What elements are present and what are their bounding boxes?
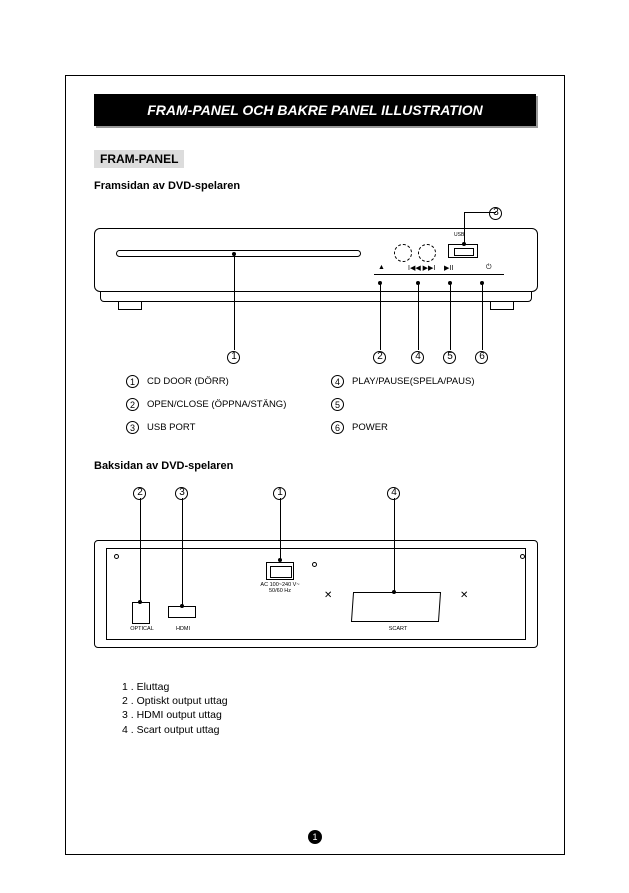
- subhead-rear: Baksidan av DVD-spelaren: [94, 460, 564, 472]
- callout-line: [394, 498, 395, 592]
- ac-label: AC 100~240 V~ 50/60 Hz: [254, 582, 306, 594]
- callout-number: 1: [273, 486, 287, 500]
- callout-dot: [448, 281, 452, 285]
- callout-number: 2: [133, 486, 147, 500]
- legend-row: 3 USB PORT: [126, 421, 331, 434]
- screw-icon: [520, 554, 525, 559]
- legend-text: USB PORT: [147, 422, 195, 433]
- play-pause-icon: ▶II: [444, 264, 453, 272]
- rear-list-item: 1 . Eluttag: [122, 680, 564, 694]
- rear-list-item: 3 . HDMI output uttag: [122, 708, 564, 722]
- page-title: FRAM-PANEL OCH BAKRE PANEL ILLUSTRATION: [94, 94, 536, 126]
- cross-mark-icon: ✕: [460, 590, 468, 601]
- screw-icon: [114, 554, 119, 559]
- scart-port: [351, 592, 441, 622]
- cross-mark-icon: ✕: [324, 590, 332, 601]
- callout-number: 3: [175, 486, 189, 500]
- callout-dot: [462, 242, 466, 246]
- optical-port: [132, 602, 150, 624]
- callout-line: [234, 254, 235, 350]
- legend-number: 4: [331, 375, 344, 388]
- display-circle: [394, 244, 412, 262]
- callout-line: [482, 283, 483, 350]
- usb-port: [448, 244, 478, 258]
- hdmi-label: HDMI: [170, 626, 196, 632]
- legend-number: 6: [331, 421, 344, 434]
- prev-next-icon: I◀◀ ▶▶I: [408, 264, 435, 272]
- rear-list-item: 2 . Optiskt output uttag: [122, 694, 564, 708]
- legend-row: 1 CD DOOR (DÖRR): [126, 375, 331, 388]
- callout-dot: [480, 281, 484, 285]
- callout-line: [418, 283, 419, 350]
- callout-dot: [180, 604, 184, 608]
- page-number: 1: [308, 830, 322, 844]
- legend-number: 5: [331, 398, 344, 411]
- callout-dot: [138, 600, 142, 604]
- usb-label: USB: [454, 232, 464, 238]
- callout-number: 3: [489, 206, 503, 220]
- callout-number: 2: [373, 350, 387, 364]
- section-label-front: FRAM-PANEL: [94, 150, 184, 168]
- legend-text: CD DOOR (DÖRR): [147, 376, 229, 387]
- optical-label: OPTICAL: [128, 626, 156, 632]
- legend-number: 1: [126, 375, 139, 388]
- callout-line: [464, 212, 496, 213]
- device-foot: [118, 302, 142, 310]
- legend-row: 2 OPEN/CLOSE (ÖPPNA/STÄNG): [126, 398, 331, 411]
- ac-port: [266, 562, 294, 580]
- callout-number: 4: [411, 350, 425, 364]
- legend-text: POWER: [352, 422, 388, 433]
- callout-line: [182, 498, 183, 606]
- callout-dot: [232, 252, 236, 256]
- power-icon: ⏻: [486, 264, 492, 272]
- usb-port-inner: [454, 248, 474, 256]
- callout-line: [280, 498, 281, 560]
- callout-line: [380, 283, 381, 350]
- legend-row: 4 PLAY/PAUSE(SPELA/PAUS): [331, 375, 536, 388]
- legend-row: 6 POWER: [331, 421, 536, 434]
- legend-number: 2: [126, 398, 139, 411]
- callout-dot: [278, 558, 282, 562]
- callout-line: [464, 212, 465, 244]
- ac-port-inner: [270, 566, 292, 578]
- legend-number: 3: [126, 421, 139, 434]
- subhead-front: Framsidan av DVD-spelaren: [94, 180, 564, 192]
- callout-number: 6: [475, 350, 489, 364]
- rear-list-item: 4 . Scart output uttag: [122, 723, 564, 737]
- front-panel-diagram: USB ▲ I◀◀ ▶▶I ▶II ⏻ 1 2 3 4 5 6: [94, 200, 536, 375]
- legend-text: PLAY/PAUSE(SPELA/PAUS): [352, 376, 475, 387]
- callout-number: 1: [227, 350, 241, 364]
- front-legend: 1 CD DOOR (DÖRR) 2 OPEN/CLOSE (ÖPPNA/STÄNG)…: [126, 375, 536, 444]
- callout-line: [140, 498, 141, 602]
- front-button-row: [374, 274, 504, 286]
- callout-dot: [392, 590, 396, 594]
- device-front-base: [100, 292, 532, 302]
- screw-icon: [312, 562, 317, 567]
- scart-label: SCART: [382, 626, 414, 632]
- callout-number: 5: [443, 350, 457, 364]
- display-circle: [418, 244, 436, 262]
- page-frame: FRAM-PANEL OCH BAKRE PANEL ILLUSTRATION …: [65, 75, 565, 855]
- cd-door-slot: [116, 250, 361, 257]
- callout-dot: [378, 281, 382, 285]
- callout-line: [450, 283, 451, 350]
- callout-number: 4: [387, 486, 401, 500]
- rear-legend-list: 1 . Eluttag2 . Optiskt output uttag3 . H…: [122, 680, 564, 737]
- callout-dot: [416, 281, 420, 285]
- legend-row: 5: [331, 398, 536, 411]
- eject-icon: ▲: [378, 264, 385, 271]
- rear-panel-diagram: ✕ ✕ OPTICAL HDMI AC 100~240 V~ 50/60 Hz …: [94, 480, 536, 670]
- device-foot: [490, 302, 514, 310]
- legend-text: OPEN/CLOSE (ÖPPNA/STÄNG): [147, 399, 286, 410]
